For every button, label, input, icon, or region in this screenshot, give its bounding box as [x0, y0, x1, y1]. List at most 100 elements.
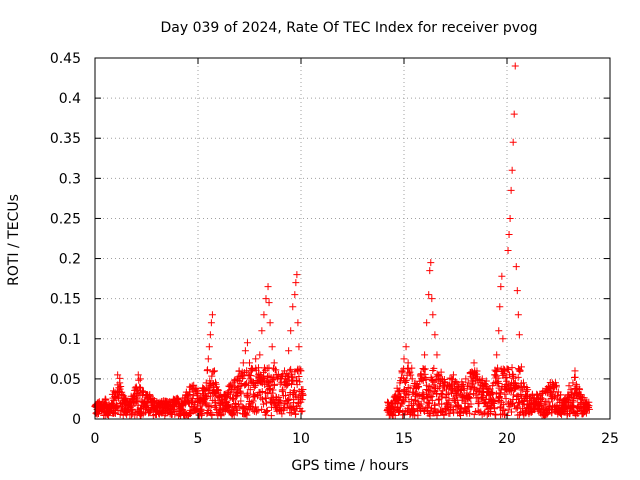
roti-point — [232, 405, 240, 413]
roti-point — [233, 409, 241, 417]
roti-point — [500, 401, 508, 409]
x-tick-label: 5 — [194, 431, 203, 447]
roti-point — [294, 319, 302, 327]
roti-point — [248, 367, 256, 375]
roti-point — [233, 375, 241, 383]
roti-point — [145, 408, 153, 416]
roti-point — [428, 393, 436, 401]
roti-point — [483, 411, 491, 419]
roti-point — [421, 351, 429, 359]
roti-point — [490, 398, 498, 406]
roti-point — [409, 406, 417, 414]
roti-point — [426, 392, 434, 400]
roti-point — [571, 373, 579, 381]
roti-point — [208, 372, 216, 380]
roti-point — [203, 393, 211, 401]
roti-point — [239, 359, 247, 367]
roti-point — [548, 379, 556, 387]
roti-point — [497, 283, 505, 291]
roti-point — [101, 395, 109, 403]
roti-point — [182, 391, 190, 399]
roti-point — [571, 367, 579, 375]
roti-point — [466, 409, 474, 417]
roti-point — [252, 355, 260, 363]
roti-point — [505, 230, 513, 238]
roti-point — [198, 395, 206, 403]
roti-point — [234, 376, 242, 384]
roti-point — [431, 401, 439, 409]
roti-point — [258, 387, 266, 395]
roti-point — [268, 389, 276, 397]
roti-point — [497, 389, 505, 397]
roti-point — [270, 399, 278, 407]
roti-point — [434, 385, 442, 393]
x-tick-label: 20 — [498, 431, 516, 447]
roti-point — [243, 411, 251, 419]
x-tick-label: 10 — [292, 431, 310, 447]
roti-point — [449, 371, 457, 379]
roti-point — [105, 412, 113, 420]
roti-point — [441, 379, 449, 387]
roti-point — [433, 412, 441, 420]
roti-point — [495, 392, 503, 400]
roti-point — [428, 295, 436, 303]
roti-point — [243, 339, 251, 347]
roti-point — [536, 391, 544, 399]
roti-point — [248, 399, 256, 407]
roti-point — [283, 381, 291, 389]
y-tick-label: 0.1 — [59, 332, 81, 348]
roti-point — [493, 351, 501, 359]
roti-point — [384, 405, 392, 413]
y-tick-label: 0.05 — [50, 372, 81, 388]
roti-point — [197, 411, 205, 419]
roti-point — [258, 327, 266, 335]
roti-point — [494, 380, 502, 388]
roti-point — [491, 371, 499, 379]
roti-point — [486, 409, 494, 417]
roti-point — [544, 383, 552, 391]
roti-point — [217, 391, 225, 399]
roti-point — [244, 381, 252, 389]
roti-point — [509, 374, 517, 382]
roti-point — [263, 407, 271, 415]
roti-point — [454, 387, 462, 395]
roti-point — [110, 387, 118, 395]
roti-point — [453, 402, 461, 410]
roti-point — [107, 399, 115, 407]
roti-point — [428, 396, 436, 404]
roti-point — [121, 396, 129, 404]
roti-point — [416, 371, 424, 379]
roti-point — [241, 347, 249, 355]
roti-point — [507, 401, 515, 409]
roti-point — [232, 393, 240, 401]
roti-point — [173, 395, 181, 403]
roti-point — [493, 367, 501, 375]
roti-point — [543, 410, 551, 418]
roti-point — [194, 387, 202, 395]
roti-point — [225, 387, 233, 395]
roti-point — [246, 386, 254, 394]
roti-point — [122, 395, 130, 403]
roti-point — [515, 399, 523, 407]
roti-point — [249, 397, 257, 405]
roti-point — [402, 343, 410, 351]
roti-point — [580, 394, 588, 402]
roti-point — [392, 391, 400, 399]
x-tick-label: 15 — [395, 431, 413, 447]
roti-point — [513, 382, 521, 390]
roti-point — [174, 396, 182, 404]
roti-point — [284, 399, 292, 407]
roti-point — [262, 411, 270, 419]
y-tick-label: 0.3 — [59, 171, 81, 187]
roti-point — [197, 405, 205, 413]
roti-point — [464, 379, 472, 387]
roti-point — [267, 412, 275, 420]
roti-point — [295, 372, 303, 380]
roti-point — [517, 363, 525, 371]
roti-point — [259, 395, 267, 403]
roti-point — [470, 411, 478, 419]
roti-point — [429, 388, 437, 396]
roti-point — [228, 410, 236, 418]
roti-point — [507, 186, 515, 194]
